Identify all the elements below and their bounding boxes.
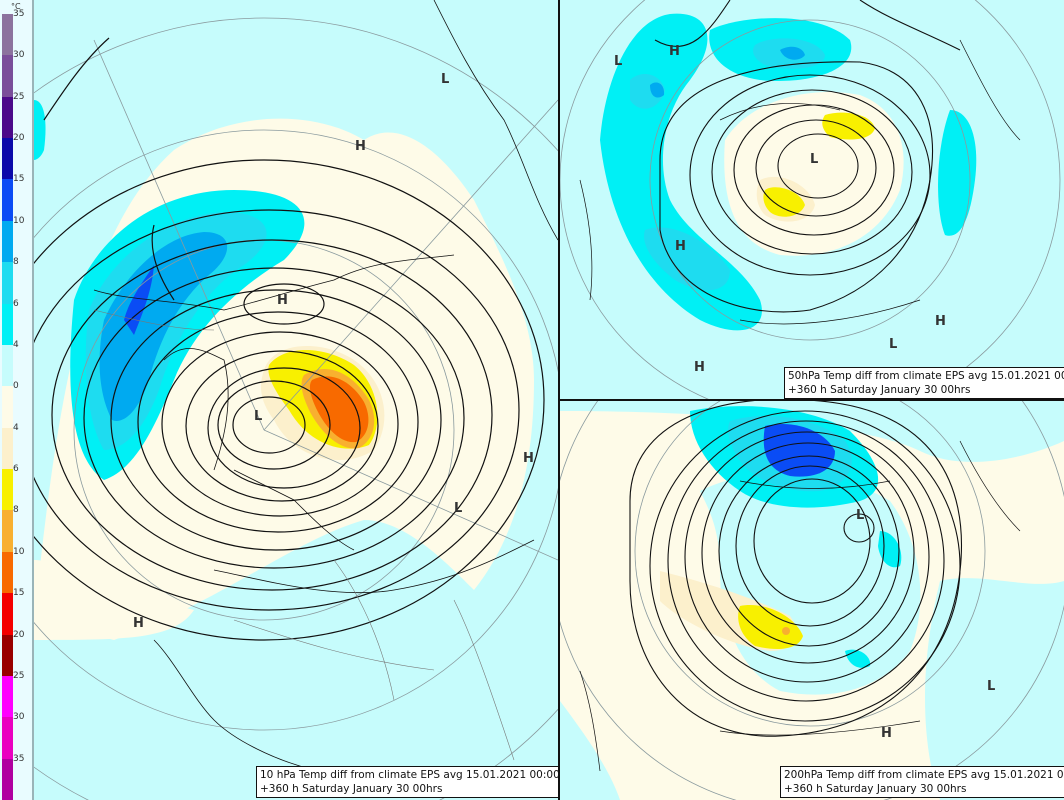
low-pressure-marker: L [254,409,263,424]
colorbar-label: 25 [13,670,25,681]
colorbar-swatch [2,469,13,511]
colorbar-label: 15 [13,588,25,599]
map-panel-50hpa: L H L H H L H 50hPa Temp diff from climate EPS… [560,0,1064,399]
map-panel-10hpa: L H H L H L H 10 hPa Temp diff from climate EP… [34,0,558,800]
colorbar-label: 10 [13,215,25,226]
low-pressure-marker: L [810,152,819,167]
map-10hpa-field [34,0,558,800]
colorbar-label: 4 [13,422,19,433]
colorbar-swatch [2,510,13,552]
colorbar-swatch [2,386,13,428]
colorbar-swatch [2,344,13,387]
colorbar-label: 8 [13,505,19,516]
high-pressure-marker: H [694,360,705,375]
caption-10hpa-line2: +360 h Saturday January 30 00hrs [260,783,443,795]
map-panel-200hpa: L L H 200hPa Temp diff from climate EPS av… [560,401,1064,800]
caption-200hpa-line1: 200hPa Temp diff from climate EPS avg 15… [784,769,1064,781]
colorbar-swatch [2,14,13,56]
colorbar-label: 20 [13,629,25,640]
high-pressure-marker: H [935,314,946,329]
colorbar-swatch [2,138,13,180]
high-pressure-marker: H [669,44,680,59]
colorbar-swatch [2,220,13,263]
low-pressure-marker: L [454,501,463,516]
colorbar-unit: °C [11,2,21,11]
colorbar-label: 35 [13,9,25,19]
caption-50hpa: 50hPa Temp diff from climate EPS avg 15.… [784,367,1064,399]
colorbar-swatch [2,96,13,139]
colorbar-swatch [2,593,13,635]
high-pressure-marker: H [277,293,288,308]
caption-200hpa: 200hPa Temp diff from climate EPS avg 15… [780,766,1064,798]
colorbar-swatch [2,675,13,718]
map-200hpa-field [560,401,1064,800]
colorbar-label: 35 [13,753,25,764]
high-pressure-marker: H [523,451,534,466]
low-pressure-marker: L [856,508,865,523]
colorbar-swatch [2,427,13,470]
high-pressure-marker: H [675,239,686,254]
high-pressure-marker: H [133,616,144,631]
colorbar-legend: °C 35 30 25 20 15 10 8 6 4 0 4 6 8 10 15 20 25 30 35 [0,0,34,800]
high-pressure-marker: H [355,139,366,154]
caption-10hpa-line1: 10 hPa Temp diff from climate EPS avg 15… [260,769,558,781]
colorbar-swatch [2,262,13,304]
caption-50hpa-line2: +360 h Saturday January 30 00hrs [788,384,971,396]
low-pressure-marker: L [441,72,450,87]
colorbar-label: 10 [13,546,25,557]
colorbar-label: 25 [13,91,25,102]
caption-50hpa-line1: 50hPa Temp diff from climate EPS avg 15.… [788,370,1064,382]
high-pressure-marker: H [881,726,892,741]
colorbar-swatch [2,634,13,676]
colorbar-swatch [2,55,13,97]
colorbar-label: 6 [13,298,19,309]
caption-200hpa-line2: +360 h Saturday January 30 00hrs [784,783,967,795]
colorbar-label: 15 [13,174,25,185]
caption-10hpa: 10 hPa Temp diff from climate EPS avg 15… [256,766,558,798]
map-50hpa-field [560,0,1064,399]
colorbar-label: 4 [13,339,19,350]
colorbar-label: 30 [13,50,25,61]
colorbar-swatch [2,717,13,759]
colorbar-label: 30 [13,712,25,723]
colorbar-label: 20 [13,133,25,144]
colorbar-swatch [2,179,13,221]
colorbar-swatch [2,758,13,800]
low-pressure-marker: L [987,679,996,694]
colorbar-label: 8 [13,257,19,268]
panel-divider-horizontal [560,399,1064,401]
panel-divider-vertical [558,0,560,800]
colorbar-swatch [2,551,13,594]
colorbar-label: 0 [13,381,19,392]
colorbar-label: 6 [13,464,19,475]
colorbar-swatch [2,303,13,345]
low-pressure-marker: L [889,337,898,352]
low-pressure-marker: L [614,54,623,69]
